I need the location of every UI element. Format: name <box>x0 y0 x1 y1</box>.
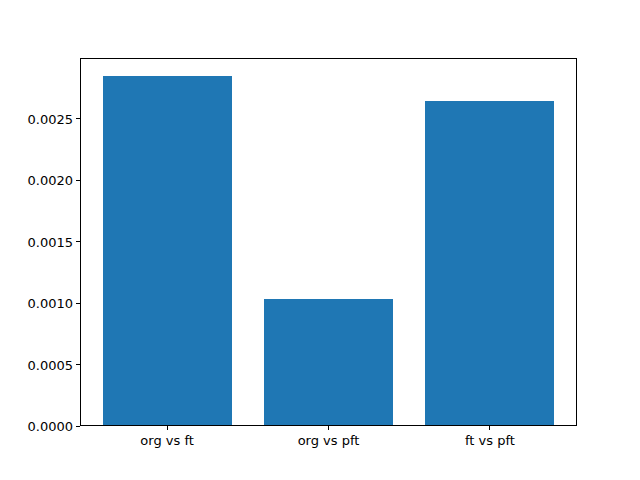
x-tick-mark <box>328 426 329 430</box>
y-tick-label: 0.0010 <box>3 296 73 311</box>
y-tick-label: 0.0020 <box>3 173 73 188</box>
x-tick-label: org vs ft <box>97 433 237 448</box>
x-tick-label: ft vs pft <box>420 433 560 448</box>
y-tick-label: 0.0005 <box>3 357 73 372</box>
y-tick-label: 0.0015 <box>3 234 73 249</box>
x-tick-mark <box>167 426 168 430</box>
y-tick-label: 0.0000 <box>3 419 73 434</box>
y-tick-label: 0.0025 <box>3 111 73 126</box>
x-tick-mark <box>489 426 490 430</box>
bar-chart-figure: 0.0000 0.0005 0.0010 0.0015 0.0020 0.0025 org … <box>0 0 640 480</box>
plot-area <box>80 58 577 426</box>
x-tick-label: org vs pft <box>259 433 399 448</box>
